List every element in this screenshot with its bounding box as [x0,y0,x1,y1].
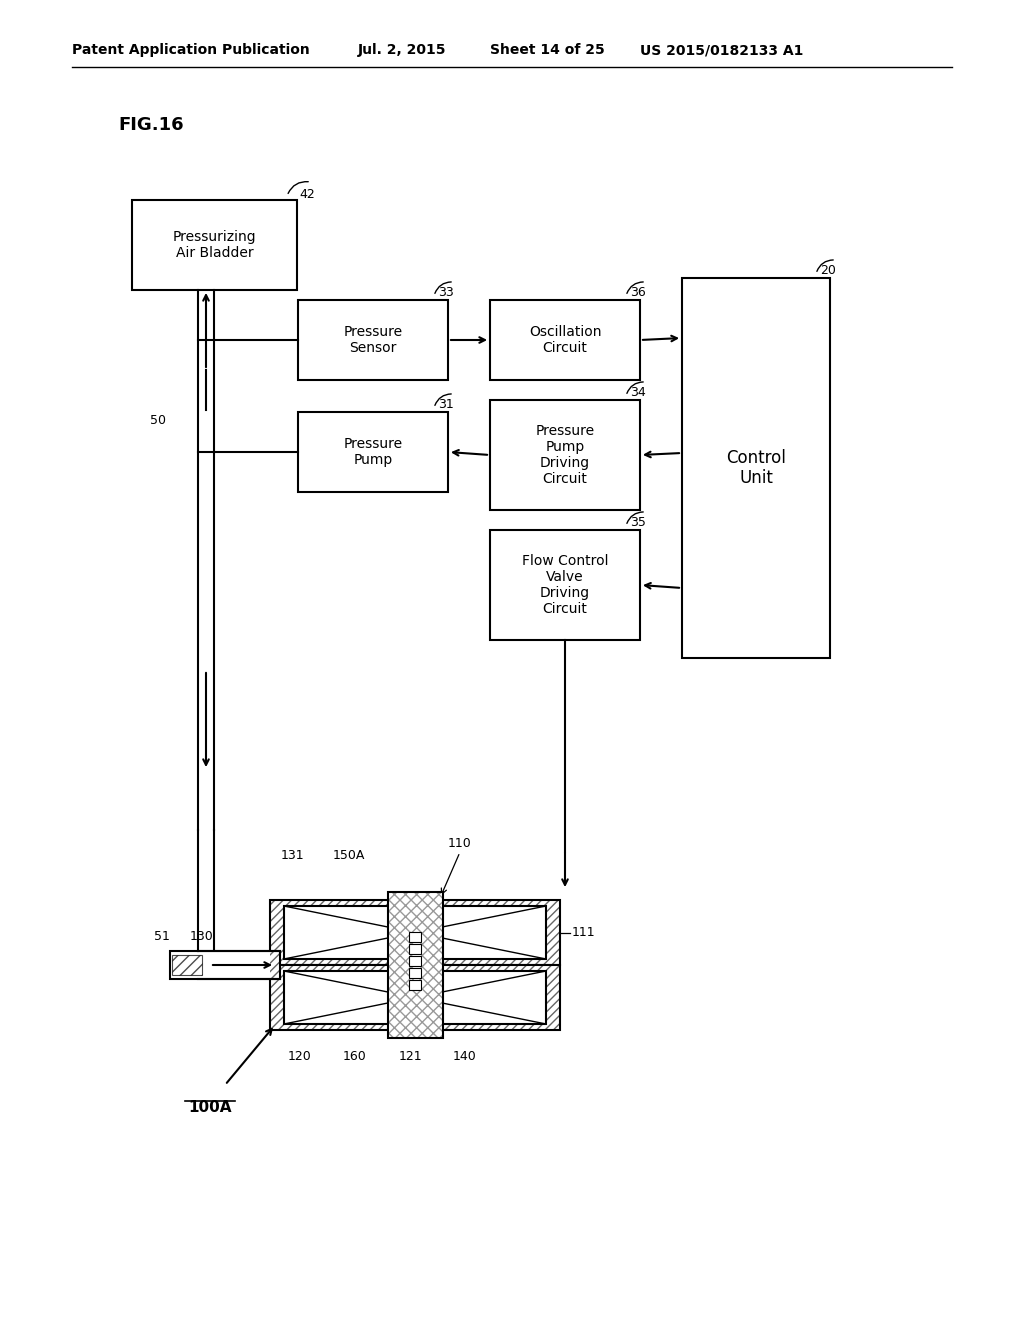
Text: 120: 120 [288,1049,312,1063]
Text: 50: 50 [150,413,166,426]
Text: 33: 33 [438,286,454,300]
Bar [409,979,421,990]
Text: 35: 35 [630,516,646,529]
Bar [409,932,421,942]
Bar [388,892,443,1038]
Text: Pressure
Pump: Pressure Pump [343,437,402,467]
Text: 150A: 150A [333,849,366,862]
Text: Jul. 2, 2015: Jul. 2, 2015 [358,44,446,57]
Text: Flow Control
Valve
Driving
Circuit: Flow Control Valve Driving Circuit [522,553,608,616]
Text: 111: 111 [572,927,596,940]
Bar [409,968,421,978]
Text: Pressure
Sensor: Pressure Sensor [343,325,402,355]
Text: 110: 110 [449,837,472,850]
Bar [170,950,280,979]
Text: Pressure
Pump
Driving
Circuit: Pressure Pump Driving Circuit [536,424,595,486]
Bar [270,900,560,965]
Bar [132,201,297,290]
Bar [284,906,546,960]
Bar [682,279,830,657]
Bar [409,956,421,966]
Text: 31: 31 [438,399,454,411]
Text: 160: 160 [343,1049,367,1063]
Bar [490,300,640,380]
Bar [298,412,449,492]
Bar [270,965,560,1030]
Text: 100A: 100A [188,1100,231,1115]
Bar [490,400,640,510]
Text: 140: 140 [454,1049,477,1063]
Bar [270,965,560,1030]
Bar [388,892,443,1038]
Bar [284,972,546,1024]
Bar [298,300,449,380]
Text: 20: 20 [820,264,836,277]
Bar [409,944,421,954]
Bar [172,954,202,975]
Text: 36: 36 [630,286,646,300]
Bar [490,531,640,640]
Text: 131: 131 [281,849,304,862]
Text: FIG.16: FIG.16 [118,116,183,135]
Text: Pressurizing
Air Bladder: Pressurizing Air Bladder [173,230,256,260]
Text: Sheet 14 of 25: Sheet 14 of 25 [490,44,605,57]
Text: 34: 34 [630,385,646,399]
Text: Patent Application Publication: Patent Application Publication [72,44,309,57]
Text: 121: 121 [398,1049,422,1063]
Text: Oscillation
Circuit: Oscillation Circuit [528,325,601,355]
Bar [270,900,560,965]
Text: US 2015/0182133 A1: US 2015/0182133 A1 [640,44,804,57]
Text: Control
Unit: Control Unit [726,449,786,487]
Text: 51: 51 [154,931,170,942]
Text: 42: 42 [299,187,314,201]
Text: 130: 130 [190,931,214,942]
